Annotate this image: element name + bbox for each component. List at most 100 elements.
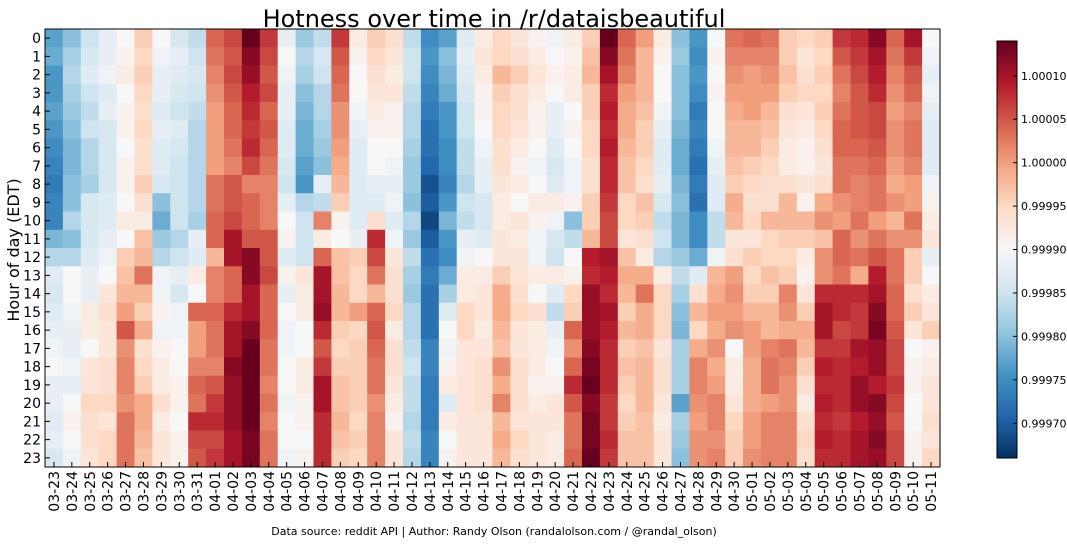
heatmap-cell — [778, 430, 798, 450]
x-tick-label: 04-14 — [441, 471, 457, 512]
heatmap-cell — [635, 29, 654, 48]
heatmap-cell — [707, 394, 726, 413]
heatmap-cell — [528, 430, 547, 450]
heatmap-cell — [367, 29, 386, 48]
heatmap-cell — [850, 83, 869, 103]
heatmap-cell — [313, 211, 332, 231]
heatmap-cell — [456, 193, 475, 212]
heatmap-cell — [420, 102, 440, 121]
x-tick-label: 04-13 — [423, 471, 439, 512]
heatmap-cell — [80, 412, 100, 431]
heatmap-cell — [98, 102, 117, 121]
heatmap-cell — [510, 193, 529, 212]
x-tick-label: 03-23 — [47, 471, 63, 512]
heatmap-cell — [116, 83, 135, 103]
heatmap-cell — [295, 430, 314, 450]
heatmap-cell — [510, 102, 529, 121]
heatmap-cell — [116, 448, 135, 468]
heatmap-cell — [922, 375, 941, 395]
x-tick-label: 05-09 — [888, 471, 904, 512]
heatmap-cell — [635, 65, 654, 85]
heatmap-cell — [45, 284, 64, 304]
heatmap-cell — [832, 138, 851, 158]
heatmap-cell — [170, 394, 189, 413]
heatmap-cell — [188, 394, 207, 413]
heatmap-cell — [98, 248, 117, 267]
heatmap-cell — [582, 302, 601, 322]
heatmap-cell — [814, 284, 833, 304]
heatmap-cell — [761, 120, 780, 139]
heatmap-cell — [599, 102, 619, 121]
heatmap-cell — [134, 193, 153, 212]
heatmap-cell — [438, 229, 458, 249]
heatmap-cell — [599, 120, 619, 139]
heatmap-cell — [492, 321, 511, 340]
heatmap-cell — [241, 284, 261, 304]
y-tick-label: 21 — [23, 414, 41, 430]
heatmap-cell — [188, 339, 207, 358]
heatmap-cell — [653, 357, 672, 377]
heatmap-cell — [206, 284, 225, 304]
heatmap-cell — [832, 266, 851, 285]
heatmap-cell — [45, 430, 64, 450]
heatmap-cell — [45, 302, 64, 322]
heatmap-cell — [170, 448, 189, 468]
heatmap-cell — [492, 102, 511, 121]
heatmap-cell — [868, 102, 887, 121]
heatmap-cell — [385, 321, 404, 340]
heatmap-cell — [474, 339, 493, 358]
heatmap-cell — [152, 120, 171, 139]
y-tick-label: 3 — [32, 86, 41, 102]
heatmap-cell — [224, 248, 243, 267]
heatmap-cell — [689, 302, 708, 322]
heatmap-cell — [796, 284, 816, 304]
heatmap-cell — [653, 229, 672, 249]
heatmap-cell — [582, 156, 601, 176]
heatmap-cell — [80, 394, 100, 413]
heatmap-cell — [259, 120, 279, 139]
heatmap-cell — [904, 138, 923, 158]
heatmap-cell — [850, 156, 869, 176]
heatmap-cell — [886, 448, 905, 468]
heatmap-cell — [80, 321, 100, 340]
heatmap-cell — [241, 29, 261, 48]
heatmap-cell — [868, 83, 887, 103]
heatmap-cell — [671, 83, 690, 103]
heatmap-cell — [170, 211, 189, 231]
heatmap-cell — [277, 284, 296, 304]
heatmap-cell — [689, 375, 708, 395]
heatmap-cell — [331, 375, 350, 395]
heatmap-cell — [456, 394, 475, 413]
heatmap-cell — [420, 375, 440, 395]
heatmap-cell — [259, 193, 279, 212]
heatmap-cell — [259, 284, 279, 304]
heatmap-cell — [904, 430, 923, 450]
heatmap-cell — [206, 229, 225, 249]
x-tick-label: 04-11 — [387, 471, 403, 512]
heatmap-cell — [152, 302, 171, 322]
heatmap-cell — [671, 430, 690, 450]
heatmap-cell — [886, 156, 905, 176]
heatmap-cell — [403, 284, 422, 304]
heatmap-cell — [188, 65, 207, 85]
heatmap-cell — [188, 47, 207, 66]
heatmap-cell — [492, 357, 511, 377]
heatmap-cell — [98, 339, 117, 358]
heatmap-cell — [420, 448, 440, 468]
heatmap-cell — [259, 47, 279, 66]
heatmap-cell — [653, 430, 672, 450]
heatmap-cell — [313, 83, 332, 103]
heatmap-cell — [438, 83, 458, 103]
heatmap-cell — [438, 156, 458, 176]
y-tick-label: 8 — [32, 177, 41, 193]
heatmap-cell — [689, 412, 708, 431]
heatmap-cell — [564, 375, 583, 395]
heatmap-cell — [743, 448, 762, 468]
heatmap-cell — [349, 375, 368, 395]
heatmap-cell — [725, 175, 744, 194]
x-tick-label: 04-22 — [584, 471, 600, 512]
heatmap-cell — [331, 65, 350, 85]
heatmap-cell — [277, 339, 296, 358]
heatmap-cell — [134, 138, 153, 158]
heatmap-cell — [814, 229, 833, 249]
